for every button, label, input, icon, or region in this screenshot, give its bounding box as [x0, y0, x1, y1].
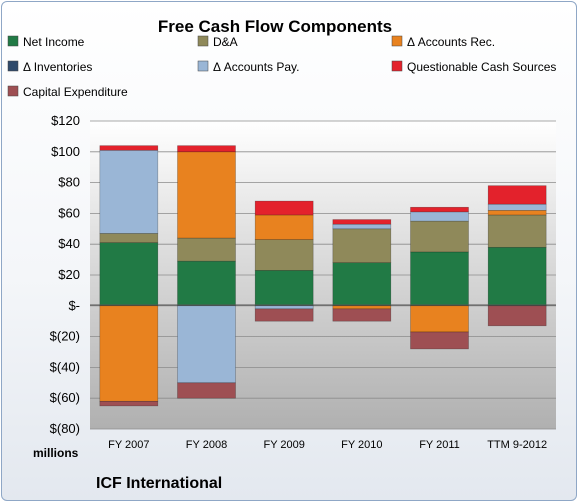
bar-segment-accounts-rec	[332, 305, 392, 310]
y-tick-label: $80	[58, 175, 80, 190]
bar-segment-net-income	[487, 246, 547, 307]
bar-segment-d-a	[177, 237, 236, 262]
bar-segment-accounts-pay	[332, 223, 392, 230]
y-tick-label: $20	[58, 267, 80, 282]
bar-segment-d-a	[99, 233, 159, 243]
legend-swatch	[7, 85, 19, 97]
bar-segment-accounts-pay	[487, 203, 547, 211]
bar-segment-d-a	[254, 239, 314, 271]
legend-swatch	[197, 35, 209, 47]
y-tick-label: $-	[68, 298, 80, 313]
bar-segment-d-a	[332, 228, 392, 263]
y-axis: $120 $100 $80 $60 $40 $20 $- $(20) $(40) $(60) $(8…	[50, 113, 80, 436]
bar-segment-questionable-cash-sources	[487, 185, 547, 205]
legend-swatch	[391, 60, 403, 72]
legend-swatch	[197, 60, 209, 72]
legend-swatch	[7, 35, 19, 47]
bar-segment-d-a	[410, 220, 469, 253]
x-tick-label: FY 2010	[341, 439, 382, 451]
legend-label: Questionable Cash Sources	[407, 60, 556, 74]
bar-segment-accounts-pay	[254, 305, 314, 310]
bar-segment-capital-expenditure	[410, 331, 469, 350]
bar-segment-net-income	[254, 270, 314, 307]
bar-segment-questionable-cash-sources	[99, 145, 159, 151]
y-tick-label: $(80)	[50, 421, 80, 436]
legend-label: Δ Inventories	[23, 60, 92, 74]
x-tick-label: TTM 9-2012	[487, 439, 547, 451]
bar-segment-capital-expenditure	[99, 400, 159, 407]
bar-segment-questionable-cash-sources	[254, 200, 314, 216]
source-label: ICF International	[96, 475, 222, 492]
legend-label: Δ Accounts Rec.	[407, 35, 495, 49]
y-tick-label: $(60)	[50, 390, 80, 405]
legend-swatch	[391, 35, 403, 47]
x-tick-label: FY 2007	[108, 439, 149, 451]
bar-segment-questionable-cash-sources	[177, 145, 236, 153]
chart-title: Free Cash Flow Components	[158, 17, 392, 36]
bar-segment-accounts-pay	[99, 149, 159, 234]
legend-item-questionable-cash-sources: Questionable Cash Sources	[391, 60, 556, 74]
legend-label: Capital Expenditure	[23, 85, 128, 99]
bar-segment-accounts-rec	[177, 151, 236, 239]
bar-segment-accounts-rec	[410, 305, 469, 333]
bar-segment-net-income	[177, 260, 236, 307]
x-tick-label: FY 2009	[263, 439, 304, 451]
x-axis: FY 2007 FY 2008 FY 2009 FY 2010 FY 2011 TTM 9…	[108, 439, 547, 451]
bar-segment-questionable-cash-sources	[332, 219, 392, 225]
y-tick-label: $60	[58, 205, 80, 220]
legend: Net Income D&A Δ Accounts Rec. Δ Inventorie…	[7, 35, 556, 99]
bar-segment-net-income	[99, 242, 159, 307]
bar-segment-capital-expenditure	[487, 305, 547, 327]
gridlines	[90, 120, 556, 430]
y-tick-label: $40	[58, 236, 80, 251]
bar-segment-capital-expenditure	[177, 382, 236, 399]
bar-segment-capital-expenditure	[332, 308, 392, 322]
bar-segment-d-a	[487, 214, 547, 248]
y-tick-label: $(40)	[50, 359, 80, 374]
legend-item-accounts-rec: Δ Accounts Rec.	[391, 35, 495, 49]
bars	[99, 145, 547, 407]
bar-segment-questionable-cash-sources	[410, 206, 469, 213]
legend-label: Net Income	[23, 35, 85, 49]
y-tick-label: $120	[51, 113, 80, 128]
x-tick-label: FY 2011	[419, 439, 460, 451]
legend-label: Δ Accounts Pay.	[213, 60, 300, 74]
bar-segment-accounts-rec	[487, 210, 547, 216]
legend-item-capital-expenditure: Capital Expenditure	[7, 85, 128, 99]
bar-segment-accounts-pay	[410, 211, 469, 222]
bar-segment-accounts-rec	[254, 214, 314, 240]
legend-item-d-a: D&A	[197, 35, 238, 49]
legend-label: D&A	[213, 35, 238, 49]
bar-segment-net-income	[410, 251, 469, 307]
x-tick-label: FY 2008	[186, 439, 227, 451]
bar-segment-accounts-rec	[99, 305, 159, 402]
y-tick-label: $100	[51, 144, 80, 159]
bar-segment-capital-expenditure	[254, 308, 314, 322]
unit-label: millions	[33, 446, 79, 460]
bar-segment-net-income	[332, 262, 392, 307]
bar-segment-accounts-pay	[177, 305, 236, 384]
legend-item-inventories: Δ Inventories	[7, 60, 92, 74]
legend-item-net-income: Net Income	[7, 35, 85, 49]
legend-item-accounts-pay: Δ Accounts Pay.	[197, 60, 300, 74]
y-tick-label: $(20)	[50, 329, 80, 344]
legend-swatch	[7, 60, 19, 72]
